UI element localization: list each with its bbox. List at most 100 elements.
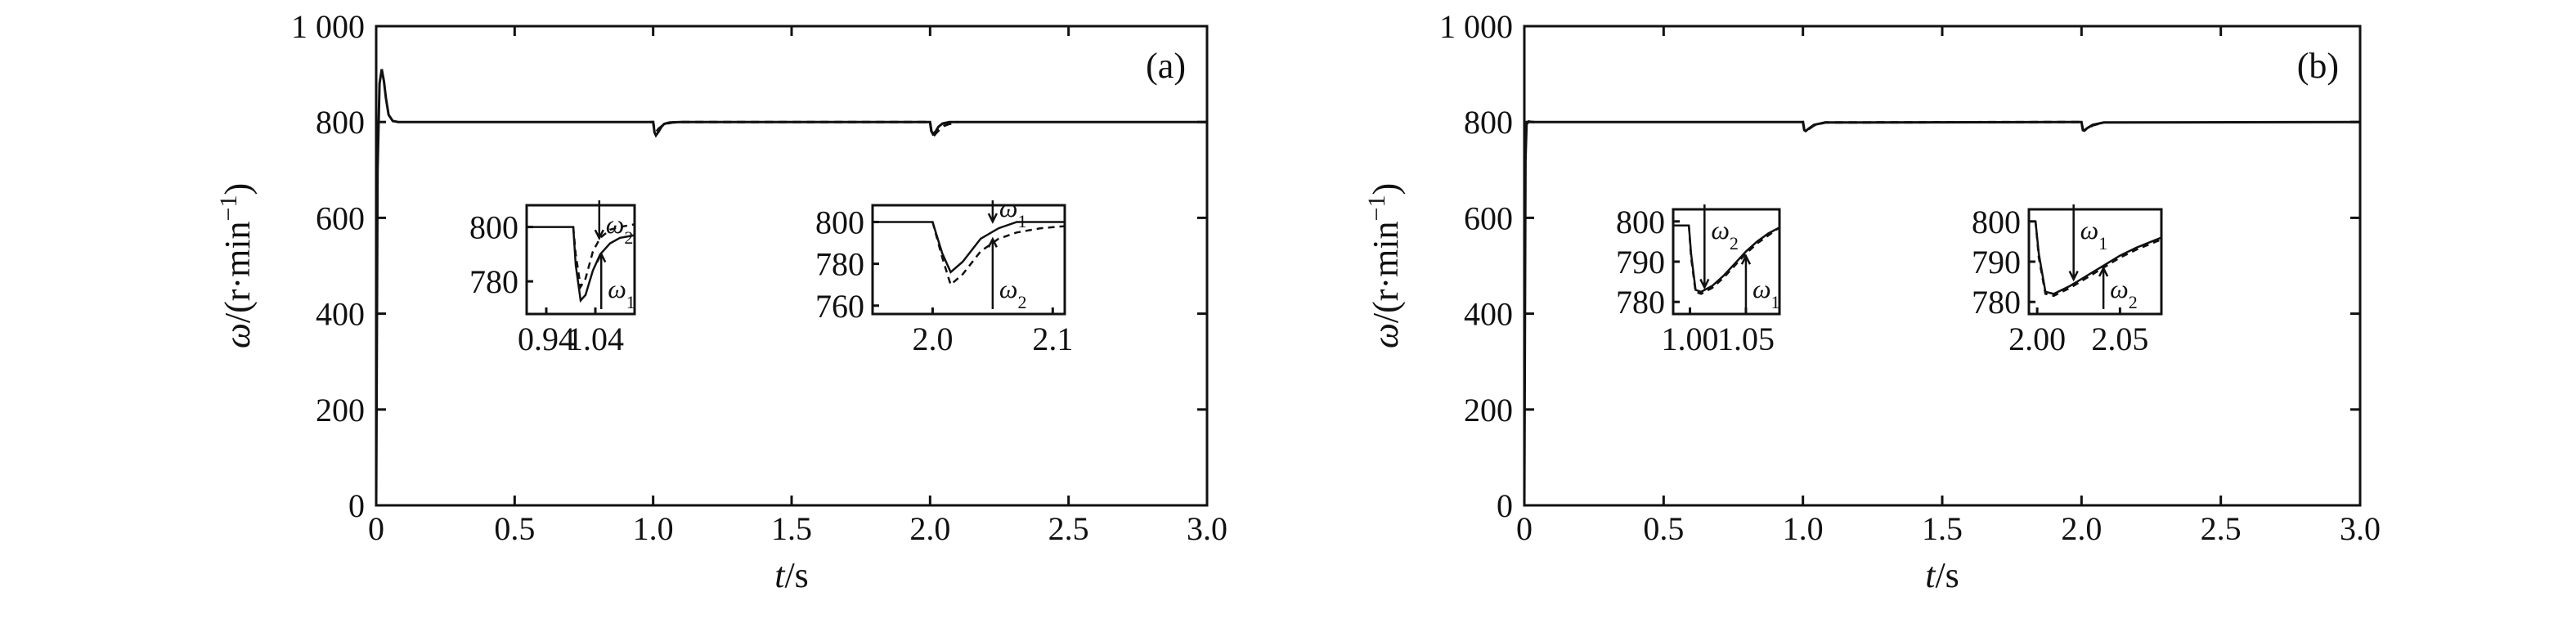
inset-series-line-solid — [2029, 220, 2161, 295]
inset-frame — [871, 204, 1066, 316]
annotation-label-var: ω — [999, 274, 1018, 303]
y-tick-label: 1 000 — [291, 8, 365, 45]
annotation-arrow-head — [596, 251, 607, 263]
annotation-arrow-head — [987, 236, 998, 248]
series-line-solid — [375, 69, 1207, 506]
x-tick-label: 1.5 — [1922, 510, 1963, 547]
annotation-label-sub: 2 — [624, 227, 633, 248]
inset-y-tick-label: 790 — [1616, 244, 1665, 280]
annotation-label: ω1 — [1752, 274, 1780, 312]
inset-x-tick-label: 2.05 — [2091, 321, 2148, 357]
y-tick-label: 0 — [348, 487, 365, 524]
annotation-label-var: ω — [1711, 215, 1730, 244]
x-tick-label: 2.5 — [1048, 510, 1089, 547]
y-axis-label-unit: /(r·min — [218, 221, 258, 323]
panel-a: 0 0.5 1.0 1.5 2.0 2.5 3.0 0 200 400 600 800 1 000 t/s… — [215, 8, 1228, 595]
inset-x-tick-label: 1.00 — [1662, 321, 1719, 357]
y-tick-label: 400 — [316, 296, 365, 333]
series-line-dashed — [650, 120, 958, 139]
inset-y-tick-label: 790 — [1972, 244, 2021, 280]
annotation-label-sub: 1 — [1771, 292, 1780, 312]
y-axis-label-var: ω — [1366, 323, 1406, 348]
inset-x-tick-label: 1.04 — [567, 321, 624, 357]
annotation-label-var: ω — [2110, 274, 2129, 303]
inset-series-group — [2029, 220, 2161, 298]
y-axis-label-close: ) — [1366, 183, 1406, 195]
x-axis-label-var: t — [1925, 555, 1936, 595]
annotation-label-sub: 1 — [2098, 233, 2107, 253]
y-tick-label: 0 — [1497, 487, 1513, 524]
x-tick-label: 2.0 — [909, 510, 950, 547]
y-axis-label-var: ω — [218, 323, 258, 348]
inset-x-tick-label: 1.05 — [1717, 321, 1775, 357]
panel-label: (a) — [1146, 46, 1186, 86]
inset-y-tick-label: 780 — [469, 263, 518, 300]
inset-series-group — [873, 221, 1065, 287]
annotation-label-sub: 1 — [626, 292, 635, 312]
annotation-label: ω2 — [999, 274, 1027, 312]
inset-series-line-dashed — [1687, 225, 1779, 295]
x-tick-label: 1.0 — [633, 510, 674, 547]
y-axis-label-close: ) — [218, 183, 258, 195]
annotation-label-var: ω — [999, 193, 1018, 222]
inset-y-tick-label: 760 — [815, 288, 864, 325]
inset-series-line-solid — [873, 221, 1065, 274]
y-axis-label-exponent: −1 — [215, 195, 242, 222]
annotation-arrow-head — [2098, 266, 2109, 277]
annotation-label-var: ω — [606, 209, 625, 239]
y-tick-label: 800 — [316, 104, 365, 141]
y-tick-label: 800 — [1464, 104, 1513, 141]
x-tick-label: 0.5 — [1643, 510, 1684, 547]
annotation-label: ω2 — [2110, 274, 2138, 312]
annotation-label-sub: 2 — [1017, 292, 1026, 312]
inset-y-tick-label: 780 — [1972, 284, 2021, 321]
inset-series-line-solid — [527, 226, 635, 303]
x-axis-label-unit: /s — [1935, 555, 1959, 595]
inset-x-tick-label: 0.94 — [518, 321, 575, 357]
inset-x-tick-label: 2.1 — [1032, 321, 1073, 357]
inset-series-line-dashed — [931, 222, 1065, 287]
x-tick-label: 2.5 — [2201, 510, 2242, 547]
y-tick-label: 200 — [1464, 392, 1513, 428]
annotation-arrow-head — [987, 213, 998, 224]
y-tick-label: 200 — [316, 392, 365, 428]
x-tick-label: 1.0 — [1783, 510, 1824, 547]
annotation-arrow-head — [2068, 271, 2079, 282]
x-axis-label-var: t — [774, 555, 786, 595]
inset-series-line-dashed — [572, 223, 635, 290]
x-tick-label: 3.0 — [1187, 510, 1227, 547]
annotation-label: ω2 — [1711, 215, 1739, 253]
y-tick-label: 1 000 — [1439, 8, 1513, 45]
y-tick-label: 600 — [1464, 200, 1513, 236]
annotation-label: ω2 — [606, 209, 634, 248]
annotation-label-sub: 2 — [2129, 292, 2138, 312]
panel-label: (b) — [2297, 46, 2339, 86]
y-axis-label-exponent: −1 — [1363, 195, 1390, 222]
x-tick-label: 0 — [368, 510, 384, 547]
y-tick-label: 600 — [316, 200, 365, 236]
annotation-label-var: ω — [608, 274, 626, 303]
inset-y-tick-label: 800 — [469, 209, 518, 246]
x-tick-label: 0.5 — [494, 510, 535, 547]
x-tick-label: 2.0 — [2061, 510, 2102, 547]
annotation-label: ω1 — [608, 274, 635, 312]
y-axis-label: ω/(r·min−1) — [1363, 183, 1407, 348]
x-tick-label: 1.5 — [771, 510, 812, 547]
annotation-label-sub: 2 — [1730, 233, 1739, 253]
inset-y-tick-label: 780 — [815, 246, 864, 283]
x-tick-label: 0 — [1516, 510, 1533, 547]
inset-y-tick-label: 800 — [1972, 204, 2021, 240]
x-axis-label: t/s — [774, 555, 809, 595]
y-axis-label: ω/(r·min−1) — [215, 183, 258, 348]
annotation-label-var: ω — [2080, 215, 2099, 244]
annotation-arrow-head — [594, 229, 604, 241]
inset-y-tick-label: 780 — [1616, 284, 1665, 321]
annotation-arrow-head — [1740, 253, 1752, 265]
inset-x-tick-label: 2.0 — [912, 321, 953, 357]
inset-y-tick-label: 800 — [815, 204, 864, 240]
